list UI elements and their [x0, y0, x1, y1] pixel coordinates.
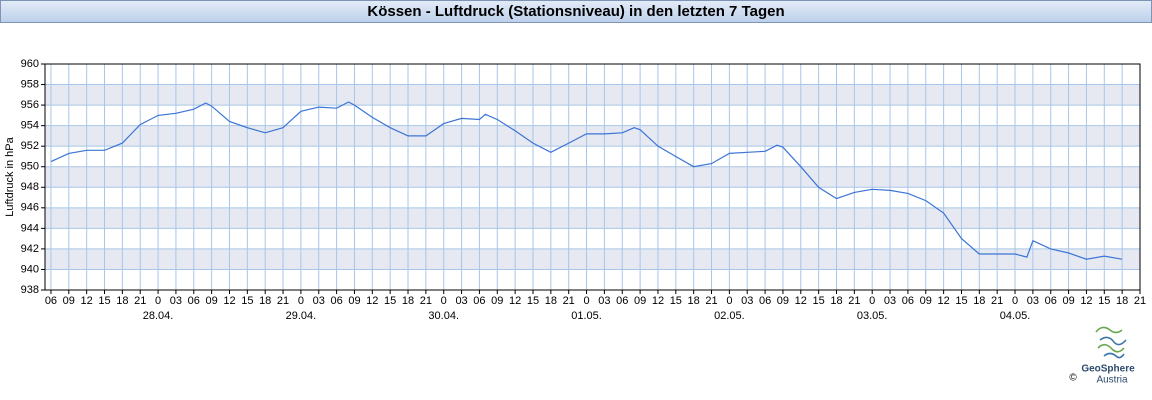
band: [45, 84, 1140, 106]
x-tick-label: 09: [1062, 295, 1074, 307]
x-tick-label: 03: [884, 295, 896, 307]
date-label: 30.04.: [428, 310, 459, 322]
x-tick-label: 18: [688, 295, 700, 307]
y-tick-label: 956: [21, 99, 39, 111]
x-tick-label: 06: [1045, 295, 1057, 307]
x-tick-label: 12: [509, 295, 521, 307]
x-tick-label: 21: [134, 295, 146, 307]
logo-name: GeoSphere: [1081, 364, 1135, 375]
x-tick-label: 12: [366, 295, 378, 307]
date-label: 29.04.: [286, 310, 317, 322]
x-tick-label: 15: [955, 295, 967, 307]
x-tick-label: 0: [1012, 295, 1018, 307]
x-tick-label: 12: [81, 295, 93, 307]
y-tick-label: 948: [21, 181, 39, 193]
x-tick-label: 03: [598, 295, 610, 307]
x-tick-label: 21: [848, 295, 860, 307]
x-tick-label: 18: [1116, 295, 1128, 307]
y-tick-label: 954: [21, 120, 39, 132]
date-label: 01.05.: [571, 310, 602, 322]
x-tick-label: 15: [1098, 295, 1110, 307]
x-tick-label: 0: [869, 295, 875, 307]
date-label: 03.05.: [857, 310, 888, 322]
x-tick-label: 15: [670, 295, 682, 307]
x-tick-label: 18: [116, 295, 128, 307]
x-tick-label: 15: [241, 295, 253, 307]
x-tick-label: 03: [313, 295, 325, 307]
x-tick-label: 21: [1134, 295, 1146, 307]
x-tick-label: 21: [563, 295, 575, 307]
x-tick-label: 06: [759, 295, 771, 307]
x-tick-label: 21: [991, 295, 1003, 307]
x-tick-label: 15: [384, 295, 396, 307]
x-tick-label: 21: [420, 295, 432, 307]
x-tick-label: 06: [45, 295, 57, 307]
date-label: 28.04.: [143, 310, 174, 322]
band: [45, 125, 1140, 147]
logo-icon: [1095, 326, 1127, 359]
x-tick-label: 15: [813, 295, 825, 307]
band: [45, 166, 1140, 188]
x-tick-label: 06: [902, 295, 914, 307]
plot-area: 938 940 942 944 946 948 950 952 954 956 958 960 06 09…: [21, 58, 1146, 322]
x-tick-label: 15: [98, 295, 110, 307]
x-tick-label: 0: [298, 295, 304, 307]
x-tick-label: 18: [830, 295, 842, 307]
x-tick-label: 09: [348, 295, 360, 307]
x-tick-label: 12: [223, 295, 235, 307]
x-tick-label: 09: [634, 295, 646, 307]
band: [45, 248, 1140, 270]
x-tick-label: 06: [473, 295, 485, 307]
data-line: [50, 101, 1123, 260]
x-tick-label: 09: [206, 295, 218, 307]
logo: GeoSphere Austria ©: [1069, 326, 1135, 386]
x-tick-label: 0: [155, 295, 161, 307]
chart-title: Kössen - Luftdruck (Stationsniveau) in d…: [367, 3, 784, 20]
y-tick-label: 938: [21, 284, 39, 296]
y-tick-label: 942: [21, 243, 39, 255]
x-tick-label: 09: [777, 295, 789, 307]
y-tick-label: 944: [21, 222, 39, 234]
x-tick-label: 06: [330, 295, 342, 307]
x-tick-label: 09: [63, 295, 75, 307]
y-tick-label: 950: [21, 161, 39, 173]
y-tick-label: 940: [21, 263, 39, 275]
x-tick-label: 06: [616, 295, 628, 307]
x-tick-label: 06: [188, 295, 200, 307]
x-tick-label: 18: [402, 295, 414, 307]
date-label: 02.05.: [714, 310, 745, 322]
x-tick-label: 0: [583, 295, 589, 307]
x-tick-label: 18: [973, 295, 985, 307]
y-tick-label: 958: [21, 78, 39, 90]
x-tick-label: 18: [545, 295, 557, 307]
x-tick-label: 18: [259, 295, 271, 307]
x-tick-label: 15: [527, 295, 539, 307]
copyright: ©: [1069, 373, 1077, 384]
y-tick-label: 946: [21, 202, 39, 214]
x-tick-label: 12: [937, 295, 949, 307]
x-tick-label: 12: [1080, 295, 1092, 307]
logo-sub: Austria: [1096, 375, 1128, 386]
y-tick-label: 952: [21, 140, 39, 152]
x-tick-label: 09: [491, 295, 503, 307]
x-tick-label: 12: [652, 295, 664, 307]
x-tick-label: 0: [441, 295, 447, 307]
y-axis-label: Luftdruck in hPa: [4, 136, 16, 216]
x-tick-label: 03: [170, 295, 182, 307]
x-tick-label: 12: [795, 295, 807, 307]
x-tick-label: 21: [705, 295, 717, 307]
x-tick-label: 21: [277, 295, 289, 307]
x-tick-label: 03: [741, 295, 753, 307]
x-tick-label: 03: [455, 295, 467, 307]
x-tick-label: 0: [726, 295, 732, 307]
x-tick-label: 03: [1027, 295, 1039, 307]
x-tick-label: 09: [920, 295, 932, 307]
plot-frame: [44, 63, 1141, 291]
y-tick-label: 960: [21, 58, 39, 70]
band: [45, 207, 1140, 229]
date-label: 04.05.: [1000, 310, 1031, 322]
